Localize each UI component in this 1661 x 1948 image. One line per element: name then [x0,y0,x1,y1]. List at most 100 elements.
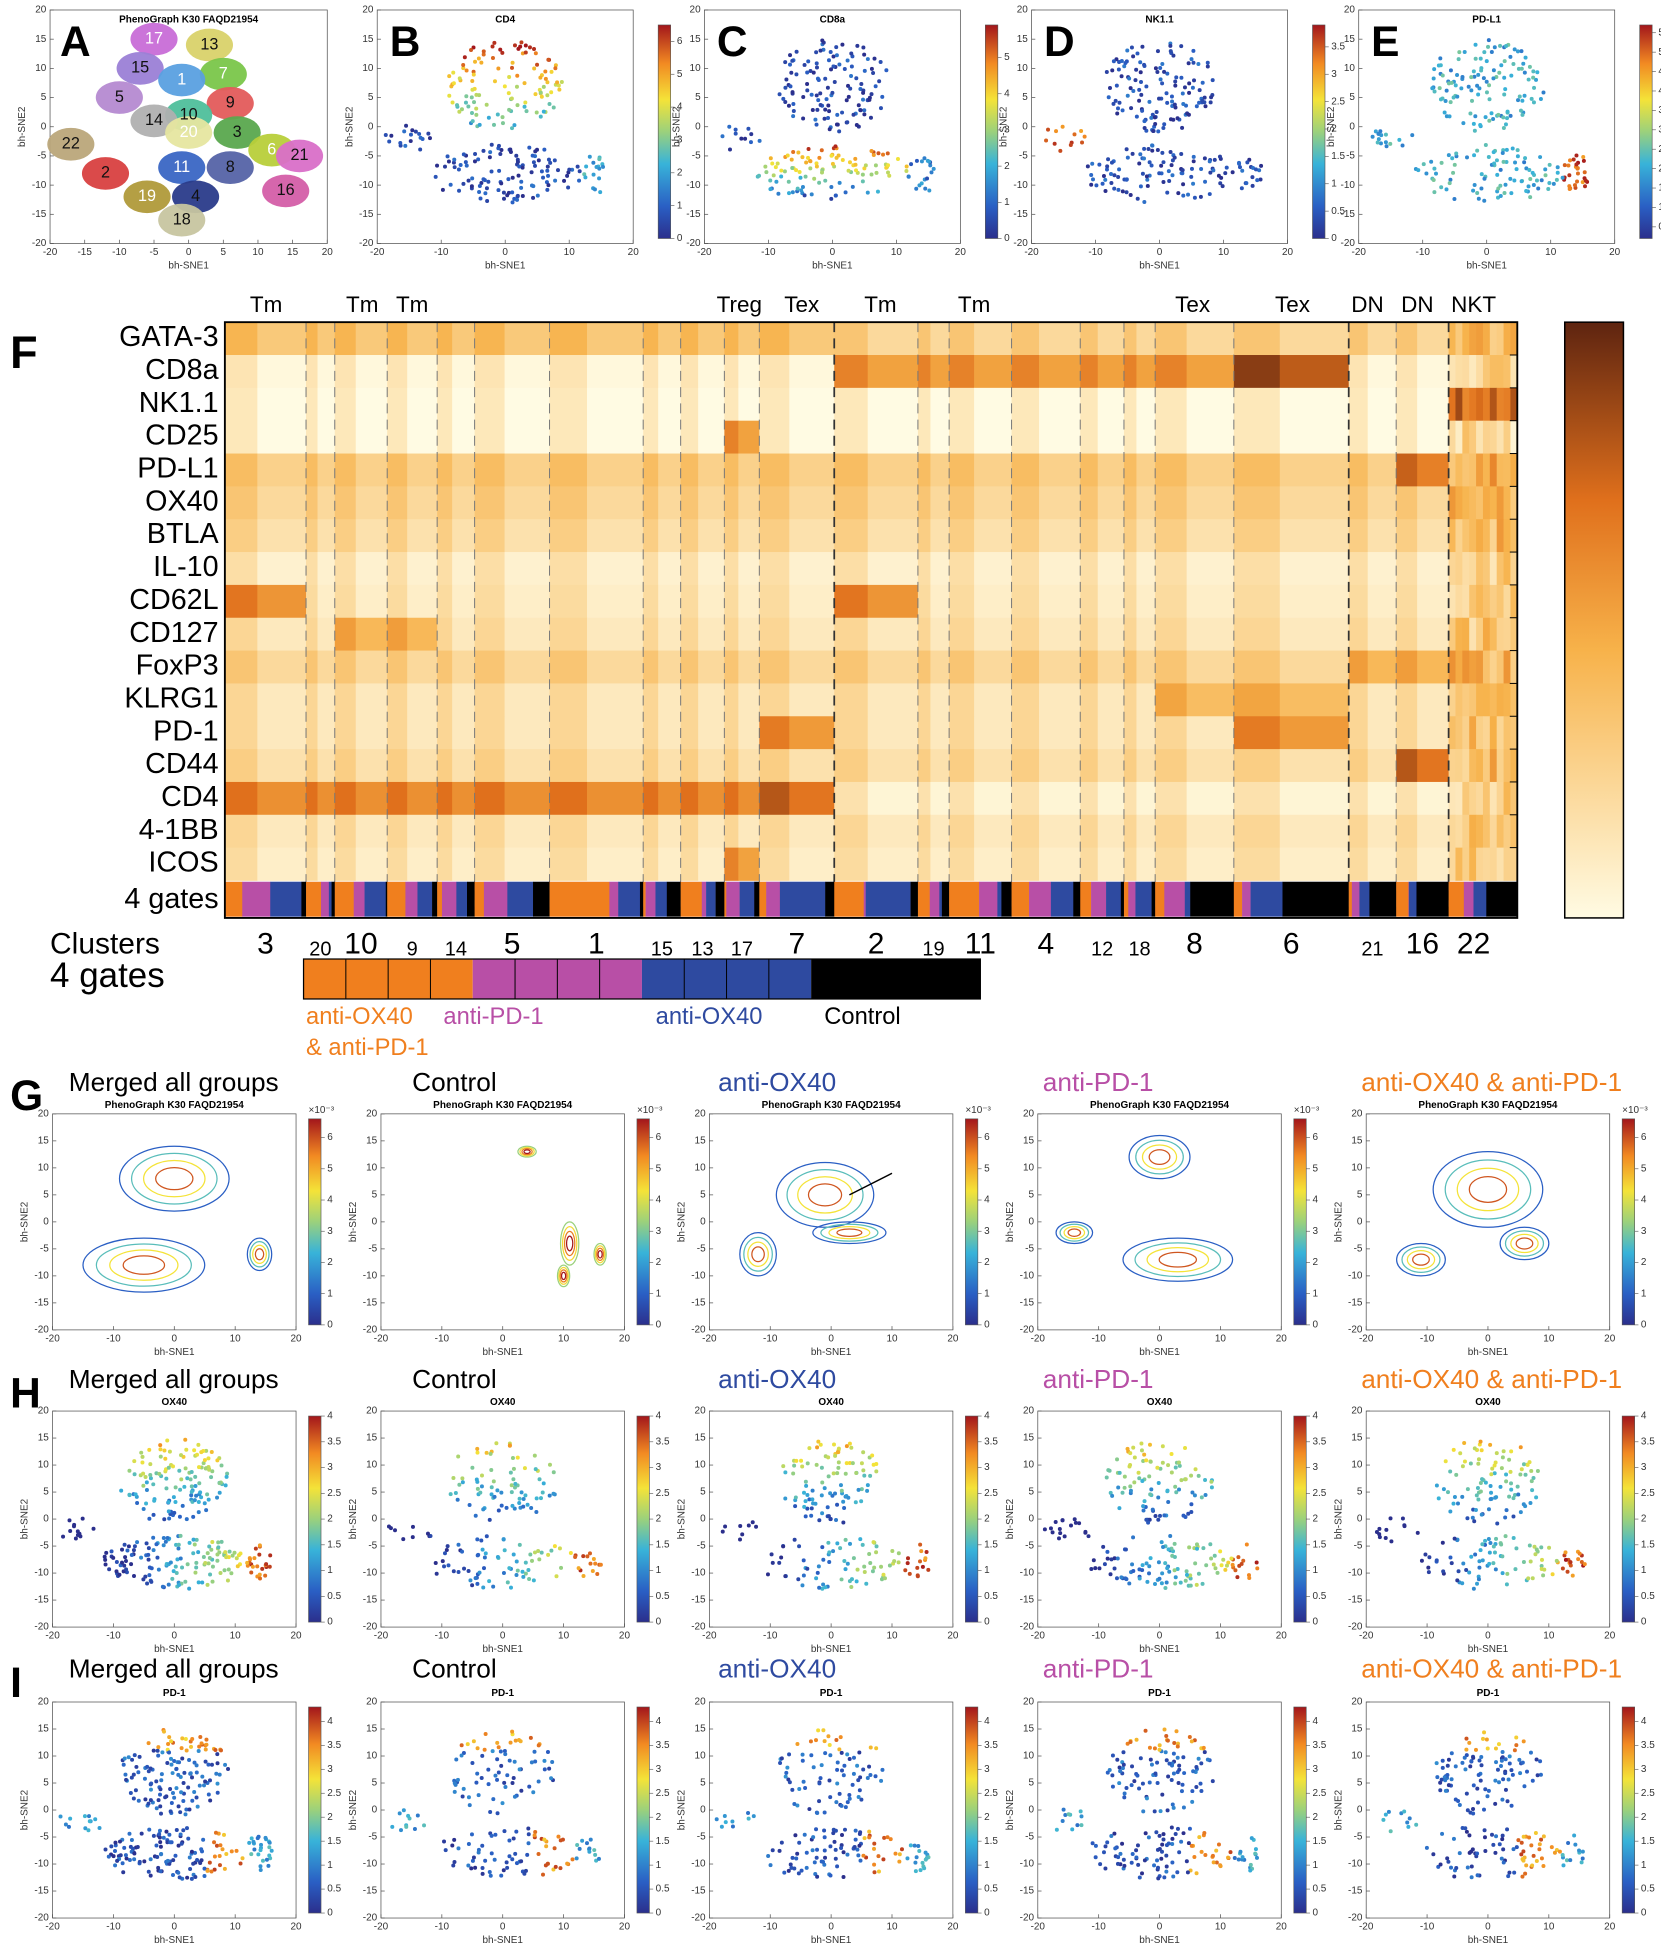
heatmap-cell [1490,322,1497,355]
scatter-dot [104,1551,108,1555]
density-contour [144,1161,205,1197]
colorbar [1640,25,1652,239]
scatter-dot [1179,152,1183,156]
colorbar-exponent: ×10⁻³ [965,1105,991,1116]
scatter-dot [867,1835,871,1839]
scatter-dot [1109,172,1113,176]
scatter-dot [477,93,481,97]
scatter-dot [148,1462,152,1466]
scatter-dot [1259,164,1263,168]
scatter-dot [511,1781,515,1785]
scatter-dot [474,1781,478,1785]
scatter-dot [557,88,561,92]
gate-segment [225,882,243,917]
scatter-dot [1457,1569,1461,1573]
scatter-dot [534,1467,538,1471]
heatmap-cell [1124,716,1137,749]
colorbar-tick-label: 2 [656,1257,662,1268]
scatter-dot [1516,148,1520,152]
scatter-dot [842,1875,846,1879]
scatter-dot [141,1577,145,1581]
scatter-dot [1177,1461,1181,1465]
colorbar-tick-label: 6 [1641,1132,1647,1143]
scatter-dot [1167,1547,1171,1551]
heatmap-cell [1497,388,1504,421]
scatter-dot [1144,1458,1148,1462]
scatter-dot [861,1450,865,1454]
scatter-dot [1471,1516,1475,1520]
heatmap-cell [974,848,1012,881]
scatter-dot [1149,1460,1153,1464]
scatter-dot [462,1567,466,1571]
heatmap-cell [407,848,437,881]
scatter-dot [837,1747,841,1751]
scatter-dot [1448,178,1452,182]
scatter-dot [263,1574,267,1578]
scatter-dot [778,1849,782,1853]
scatter-dot [872,1870,876,1874]
scatter-dot [1574,154,1578,158]
scatter-dot [152,1548,156,1552]
scatter-dot [1125,147,1129,151]
scatter-dot [1110,1494,1114,1498]
scatter-dot [1167,179,1171,183]
scatter-dot [111,1556,115,1560]
scatter-dot [555,1574,559,1578]
y-tick-label: 5 [43,1190,49,1201]
heatmap-cell [1417,749,1449,782]
scatter-dot [1199,167,1203,171]
scatter-dot [926,159,930,163]
scatter-dot [206,1583,210,1587]
scatter-dot [559,1566,563,1570]
scatter-dot [1578,1552,1582,1556]
scatter-dot [804,1499,808,1503]
heatmap-cell [658,388,681,421]
scatter-dot [866,1483,870,1487]
x-tick-label: 0 [1157,247,1163,258]
scatter-dot [856,1568,860,1572]
heatmap-cell [643,486,658,519]
scatter-dot [179,1453,183,1457]
heatmap-cell [1155,749,1187,782]
heatmap-cell [930,486,949,519]
gate-segment [321,882,329,917]
scatter-dot [1532,86,1536,90]
scatter-dot [1513,47,1517,51]
scatter-dot [1523,156,1527,160]
scatter-dot [1147,147,1151,151]
scatter-dot [1516,154,1520,158]
colorbar-tick-label: 5 [1641,1163,1647,1174]
scatter-dot [248,1557,252,1561]
heatmap-cell [1039,651,1081,684]
x-tick-label: 10 [886,1333,898,1344]
scatter-dot [1120,74,1124,78]
scatter-dot [483,1556,487,1560]
scatter-dot [840,1804,844,1808]
y-tick-label: 15 [366,1136,378,1147]
scatter-dot [738,1524,742,1528]
scatter-dot [112,1854,116,1858]
heatmap-cell [974,519,1012,552]
scatter-dot [1503,191,1507,195]
scatter-dot [127,1755,131,1759]
y-axis-label: bh-SNE2 [677,1498,688,1539]
scatter-dot [158,1804,162,1808]
heatmap-cell [789,421,834,454]
scatter-dot [854,76,858,80]
colorbar-tick-label: 1.5 [1331,151,1345,162]
scatter-dot [819,103,823,107]
scatter-dot [147,1517,151,1521]
scatter-dot [544,1844,548,1848]
scatter-dot [848,1442,852,1446]
scatter-dot [1511,1496,1515,1500]
y-axis-label: bh-SNE2 [20,1498,31,1539]
scatter-dot [556,168,560,172]
scatter-dot [593,1853,597,1857]
scatter-dot [1173,79,1177,83]
scatter-dot [467,179,471,183]
heatmap-cell [1504,618,1511,651]
scatter-dot [896,157,900,161]
y-axis-label: bh-SNE2 [1333,1201,1344,1242]
scatter-dot [805,1851,809,1855]
scatter-dot [793,1538,797,1542]
